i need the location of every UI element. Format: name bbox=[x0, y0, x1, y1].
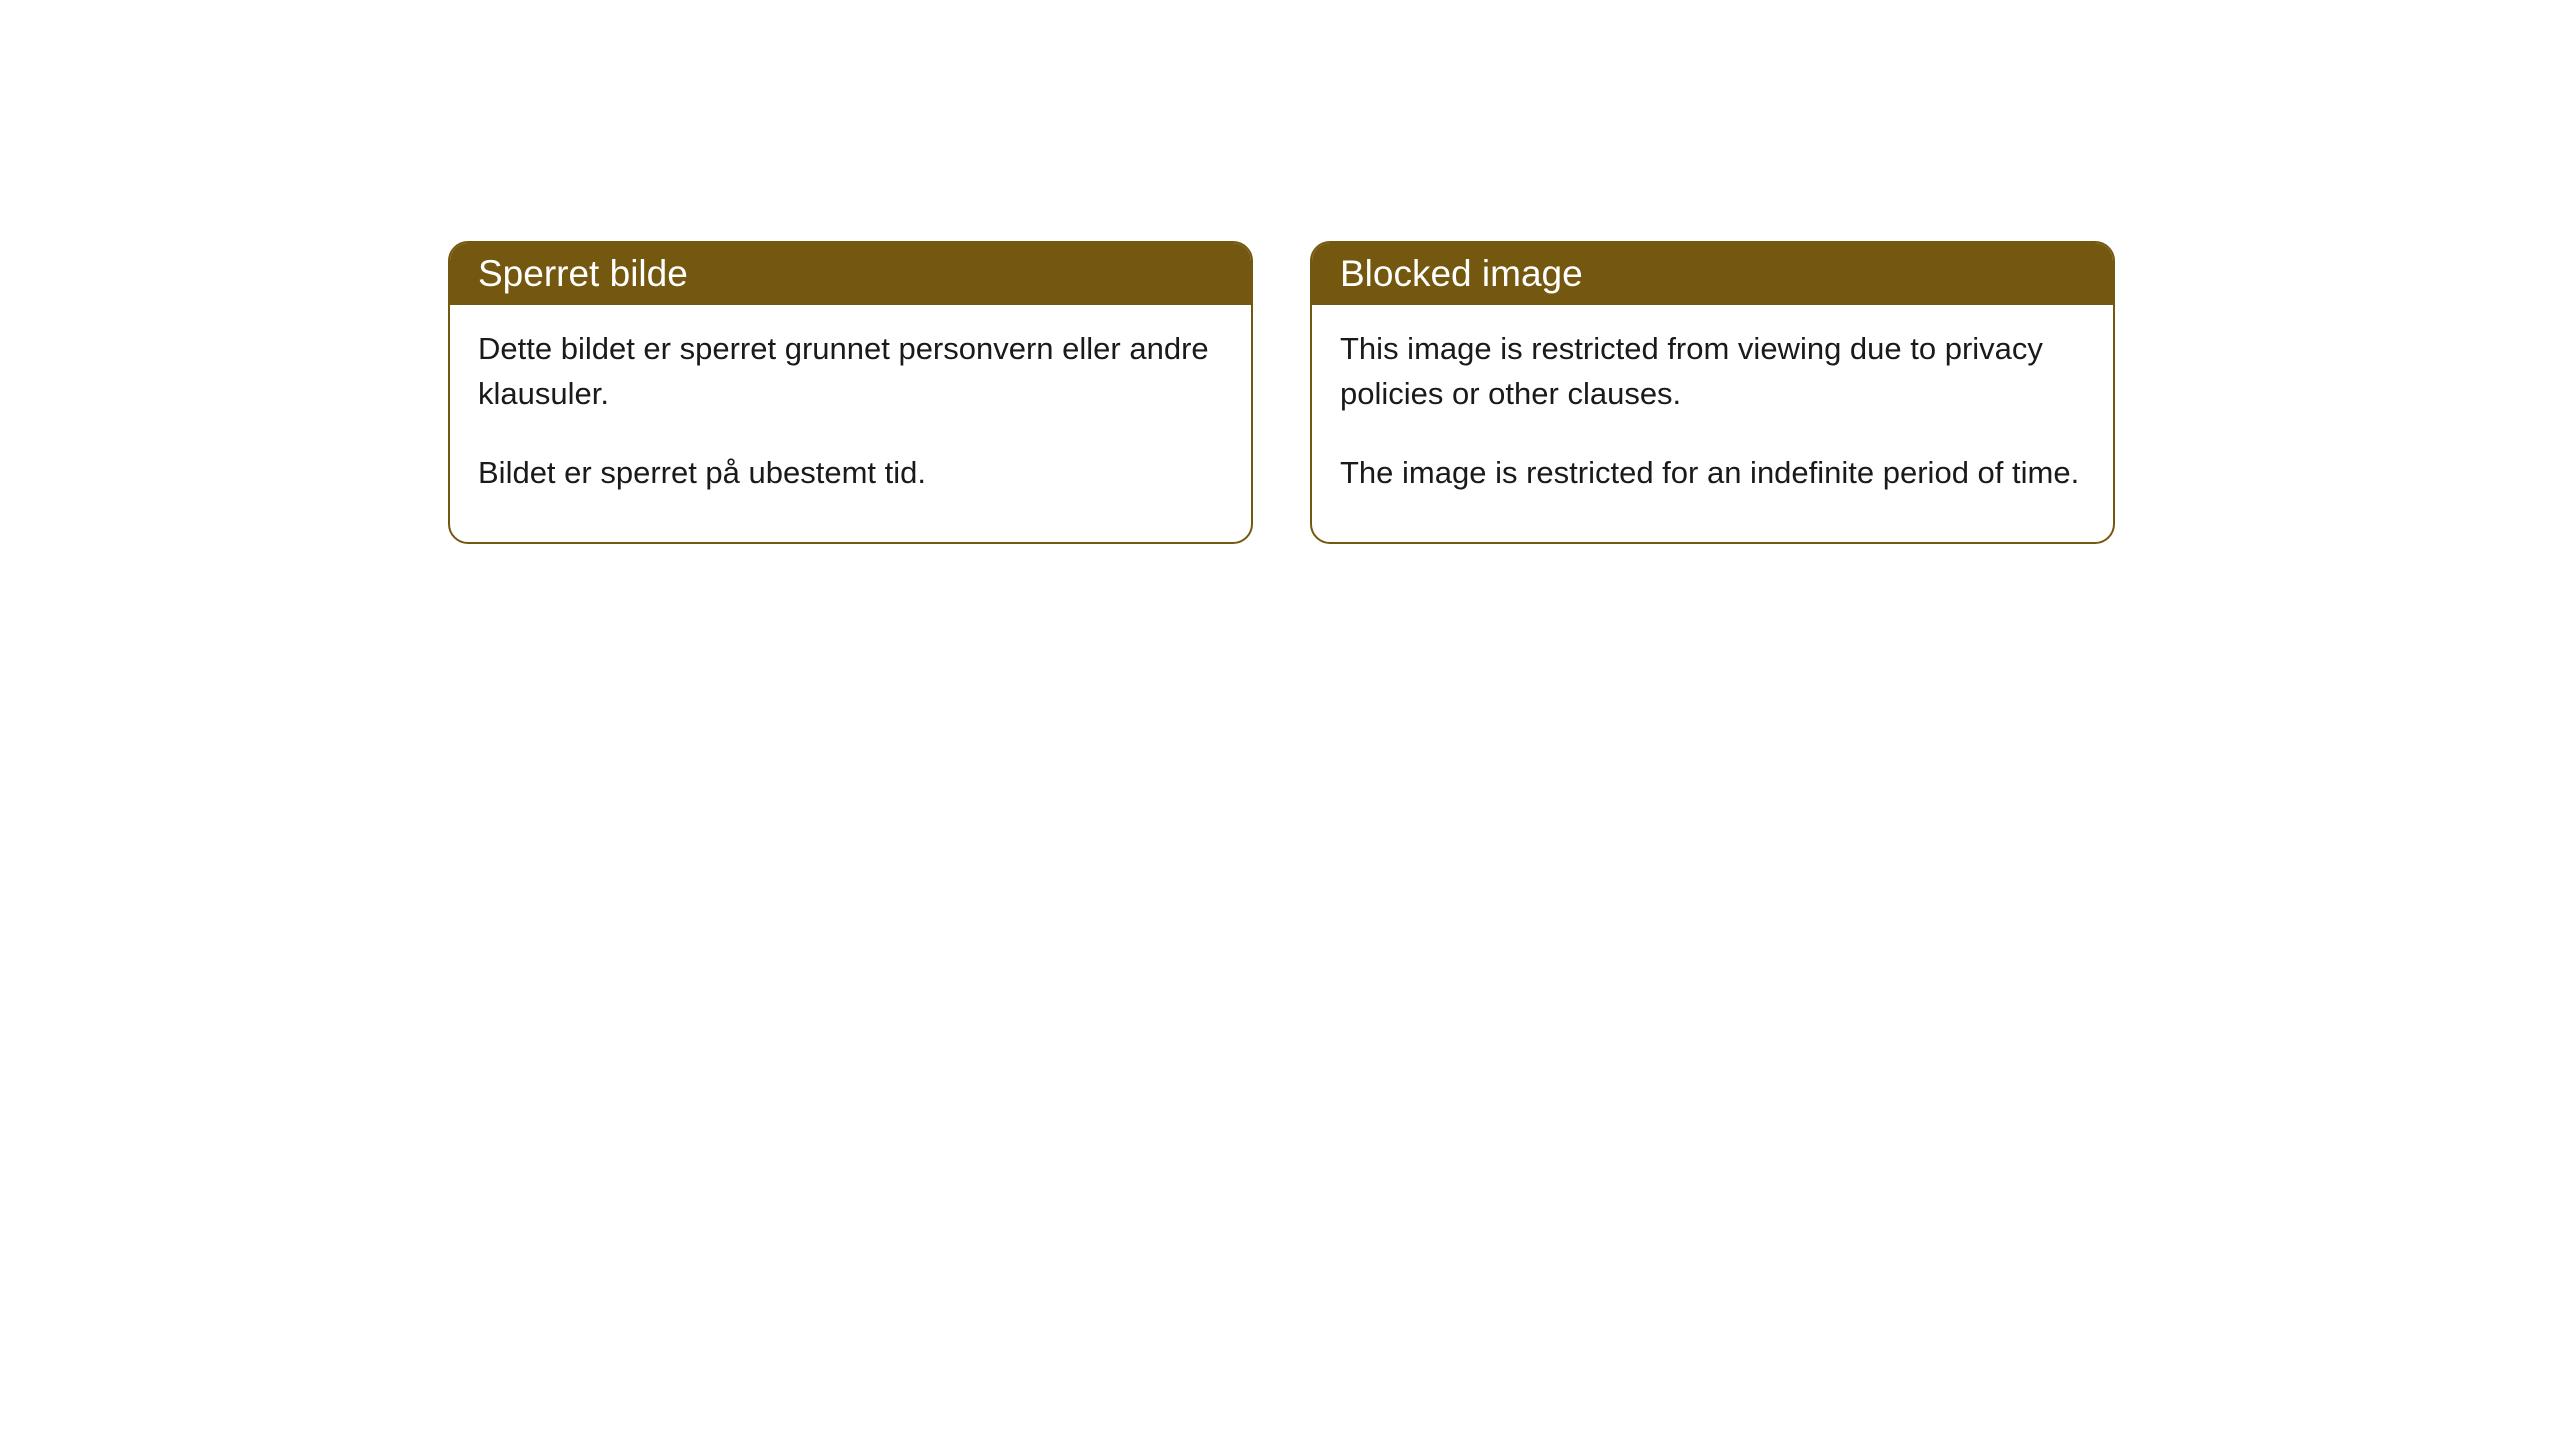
card-paragraph-2: Bildet er sperret på ubestemt tid. bbox=[478, 451, 1223, 496]
blocked-image-card-norwegian: Sperret bilde Dette bildet er sperret gr… bbox=[448, 241, 1253, 544]
card-paragraph-1: Dette bildet er sperret grunnet personve… bbox=[478, 327, 1223, 417]
card-body: This image is restricted from viewing du… bbox=[1312, 305, 2113, 542]
card-title: Blocked image bbox=[1340, 253, 1583, 294]
card-title: Sperret bilde bbox=[478, 253, 688, 294]
card-header: Sperret bilde bbox=[450, 243, 1251, 305]
card-paragraph-2: The image is restricted for an indefinit… bbox=[1340, 451, 2085, 496]
card-header: Blocked image bbox=[1312, 243, 2113, 305]
notice-cards-container: Sperret bilde Dette bildet er sperret gr… bbox=[0, 0, 2560, 544]
blocked-image-card-english: Blocked image This image is restricted f… bbox=[1310, 241, 2115, 544]
card-paragraph-1: This image is restricted from viewing du… bbox=[1340, 327, 2085, 417]
card-body: Dette bildet er sperret grunnet personve… bbox=[450, 305, 1251, 542]
